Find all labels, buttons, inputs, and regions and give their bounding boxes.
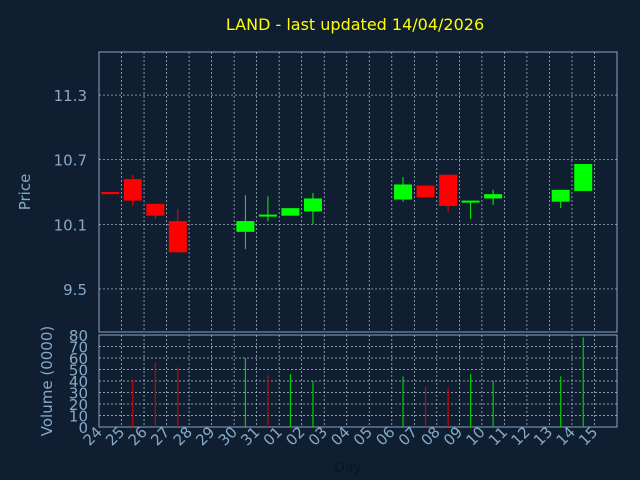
candle-body (574, 164, 593, 191)
volume-tick-label: 20 (69, 396, 88, 414)
candle-body (416, 185, 435, 198)
candle-body (101, 192, 120, 195)
candle-body (439, 174, 458, 206)
price-tick-label: 9.5 (63, 281, 87, 299)
candle-body (123, 179, 142, 201)
volume-tick-label: 60 (69, 350, 88, 368)
price-frame (98, 51, 618, 333)
chart-title: LAND - last updated 14/04/2026 (226, 15, 484, 34)
candle-body (146, 203, 165, 216)
x-axis-label: Day (334, 460, 362, 476)
x-tick-labels: 2425262728293031010203040506070809101112… (80, 423, 602, 449)
candle-body (484, 194, 503, 199)
volume-tick-label: 50 (69, 362, 88, 380)
price-tick-label: 11.3 (54, 87, 87, 105)
candle-body (461, 200, 480, 203)
candle-body (281, 208, 300, 216)
candle-body (303, 198, 322, 212)
candle-body (394, 184, 413, 200)
volume-tick-label: 40 (69, 373, 88, 391)
price-tick-label: 10.7 (54, 152, 87, 170)
volume-tick-label: 30 (69, 385, 88, 403)
price-axis-label: Price (16, 174, 34, 211)
volume-axis-label: Volume (0000) (38, 326, 56, 436)
price-panel: 9.5 10.1 10.7 11.3 (54, 51, 618, 333)
volume-tick-label: 70 (69, 339, 88, 357)
volume-tick-label: 0 (78, 419, 88, 437)
price-tick-label: 10.1 (54, 216, 87, 234)
volume-tick-label: 10 (69, 408, 88, 426)
candle-body (551, 189, 570, 202)
candle-body (258, 214, 277, 217)
candle-body (236, 221, 255, 232)
volume-tick-label: 80 (69, 327, 88, 345)
candle-body (168, 221, 187, 253)
